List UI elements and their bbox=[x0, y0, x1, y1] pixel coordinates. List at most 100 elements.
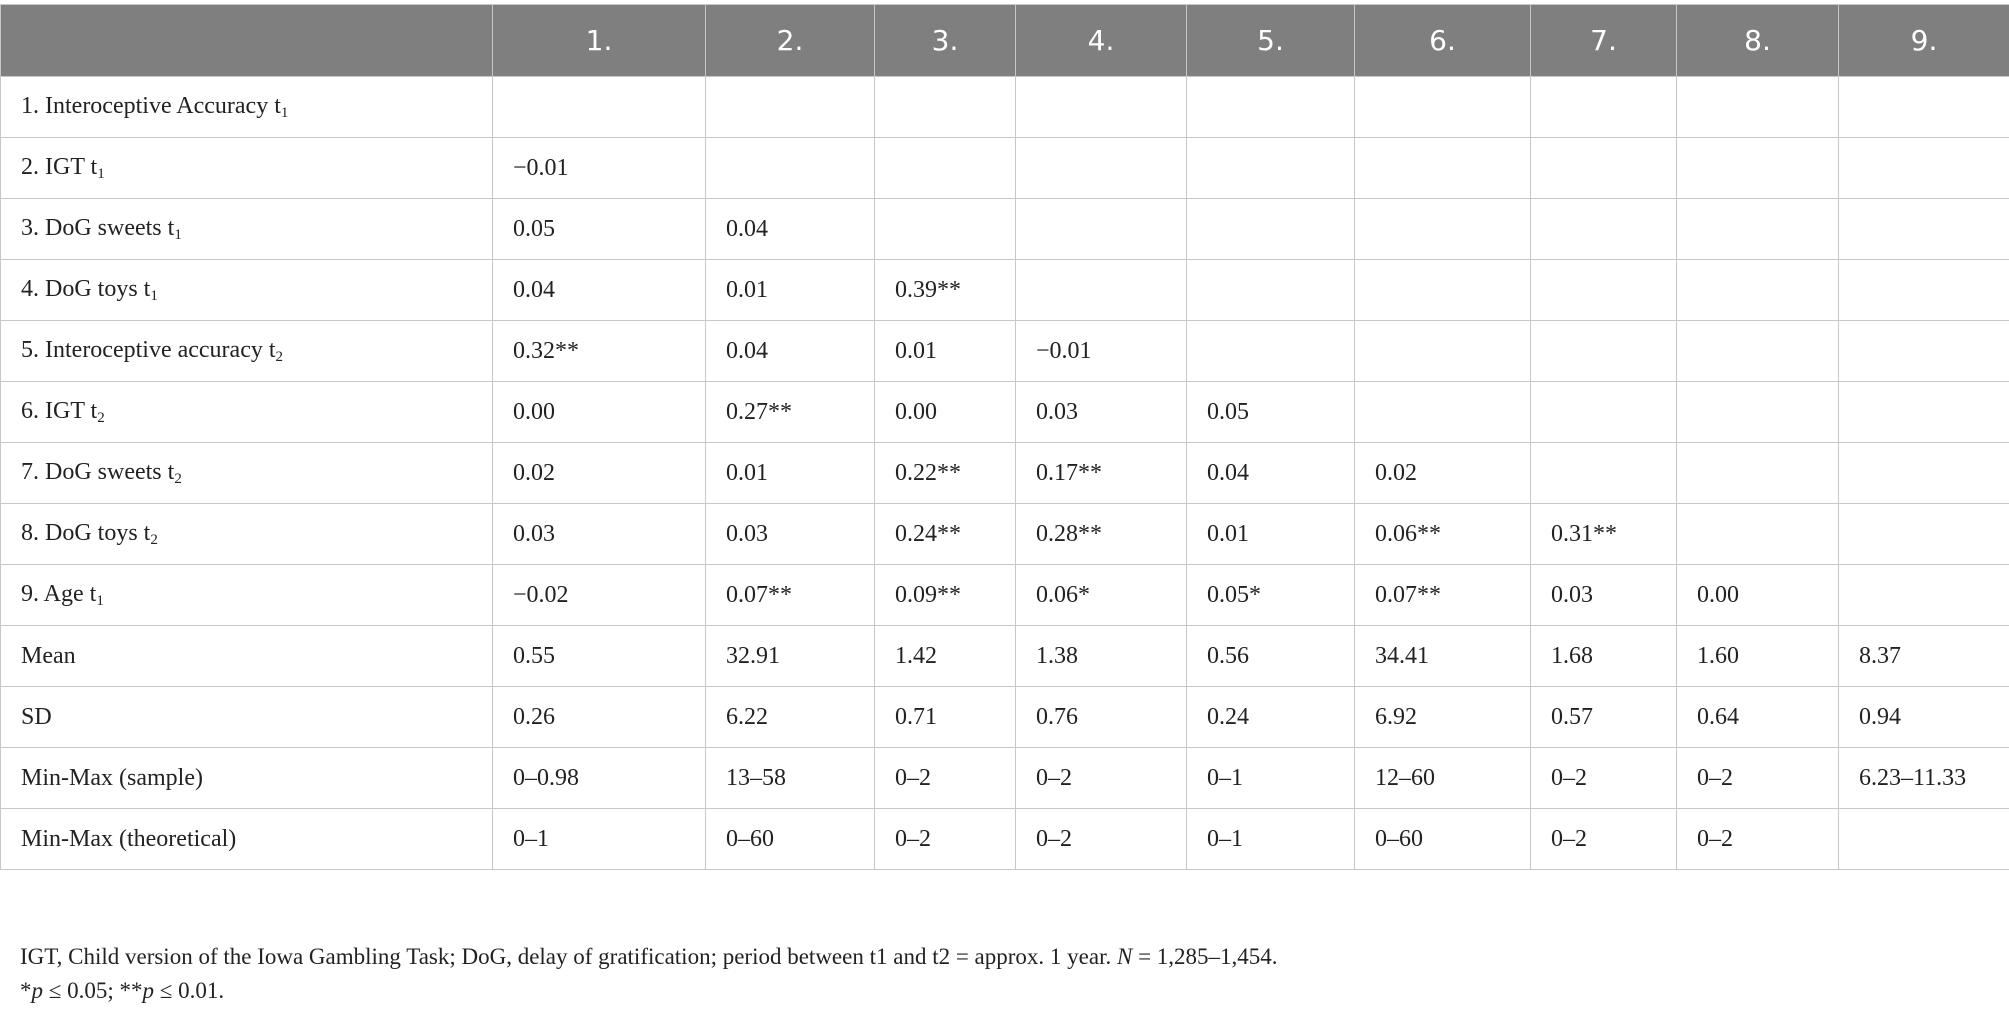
row-label: 9. Age t1 bbox=[0, 564, 493, 626]
table-cell: 12–60 bbox=[1354, 747, 1531, 809]
table-cell: −0.02 bbox=[492, 564, 706, 626]
table-cell bbox=[1186, 137, 1355, 199]
table-cell: 1.60 bbox=[1676, 625, 1839, 687]
row-label-text: 7. DoG sweets t bbox=[21, 458, 175, 485]
table-cell: 0.32** bbox=[492, 320, 706, 382]
footnote-text: * bbox=[20, 978, 32, 1003]
table-cell bbox=[1354, 381, 1531, 443]
table-cell: 0–1 bbox=[492, 808, 706, 870]
header-row: 1. 2. 3. 4. 5. 6. 7. 8. 9. bbox=[0, 4, 2009, 77]
table-cell: 0.17** bbox=[1015, 442, 1187, 504]
table-cell bbox=[1838, 564, 2009, 626]
table-cell: 0.64 bbox=[1676, 686, 1839, 748]
table-cell bbox=[1530, 198, 1677, 260]
table-cell: 0.57 bbox=[1530, 686, 1677, 748]
table-cell bbox=[1838, 381, 2009, 443]
subscript: 1 bbox=[174, 226, 182, 243]
table-cell: 0.02 bbox=[492, 442, 706, 504]
footnote-text: = 1,285–1,454. bbox=[1132, 944, 1278, 969]
table-cell: 0.04 bbox=[705, 320, 875, 382]
table-cell: 6.22 bbox=[705, 686, 875, 748]
table-cell: 0.06* bbox=[1015, 564, 1187, 626]
table-cell: 0.06** bbox=[1354, 503, 1531, 565]
table-cell bbox=[874, 137, 1016, 199]
table-cell: 0–2 bbox=[1676, 747, 1839, 809]
table-cell: 0.03 bbox=[705, 503, 875, 565]
table-cell: 0.28** bbox=[1015, 503, 1187, 565]
table-cell bbox=[1530, 320, 1677, 382]
table-cell bbox=[1676, 76, 1839, 138]
footnote-text: ≤ 0.01. bbox=[154, 978, 225, 1003]
table-cell: 0.04 bbox=[492, 259, 706, 321]
table-cell bbox=[705, 76, 875, 138]
table-cell: 0.00 bbox=[1676, 564, 1839, 626]
table-cell bbox=[1676, 137, 1839, 199]
table-cell: 0.24** bbox=[874, 503, 1016, 565]
header-cell: 4. bbox=[1015, 4, 1187, 77]
table-cell bbox=[1530, 137, 1677, 199]
table-cell: 0.07** bbox=[1354, 564, 1531, 626]
header-cell: 2. bbox=[705, 4, 875, 77]
row-label-text: 5. Interoceptive accuracy t bbox=[21, 336, 276, 363]
subscript: 1 bbox=[97, 165, 105, 182]
table-cell: 1.42 bbox=[874, 625, 1016, 687]
table-cell: 0.07** bbox=[705, 564, 875, 626]
table-cell: 6.92 bbox=[1354, 686, 1531, 748]
table-cell: 0.00 bbox=[874, 381, 1016, 443]
subscript: 1 bbox=[150, 287, 158, 304]
subscript: 2 bbox=[174, 470, 182, 487]
table-cell: 0.26 bbox=[492, 686, 706, 748]
table-cell bbox=[1015, 76, 1187, 138]
table-cell bbox=[1838, 503, 2009, 565]
subscript: 1 bbox=[96, 592, 104, 609]
table-cell bbox=[1530, 259, 1677, 321]
row-label: 8. DoG toys t2 bbox=[0, 503, 493, 565]
table-cell: 0.56 bbox=[1186, 625, 1355, 687]
table-cell bbox=[1676, 259, 1839, 321]
row-label: 7. DoG sweets t2 bbox=[0, 442, 493, 504]
table-cell: 0.03 bbox=[1015, 381, 1187, 443]
row-label-text: Min-Max (sample) bbox=[21, 764, 203, 791]
row-label-text: 9. Age t bbox=[21, 580, 97, 607]
table-cell bbox=[1186, 259, 1355, 321]
row-label: 4. DoG toys t1 bbox=[0, 259, 493, 321]
table-cell: 0–60 bbox=[705, 808, 875, 870]
row-label: Mean bbox=[0, 625, 493, 687]
table-cell bbox=[1676, 442, 1839, 504]
table-cell: 0–2 bbox=[874, 747, 1016, 809]
table-cell bbox=[1015, 259, 1187, 321]
table-cell: 0–2 bbox=[874, 808, 1016, 870]
row-label-text: SD bbox=[21, 703, 52, 730]
table-cell: 0.27** bbox=[705, 381, 875, 443]
table-cell bbox=[1530, 442, 1677, 504]
table-cell: 0–2 bbox=[1530, 808, 1677, 870]
table-cell: 0.94 bbox=[1838, 686, 2009, 748]
table-cell: 0.04 bbox=[705, 198, 875, 260]
row-label-text: 2. IGT t bbox=[21, 153, 98, 180]
table-cell: 0.39** bbox=[874, 259, 1016, 321]
table-row: 8. DoG toys t2 0.03 0.03 0.24** 0.28** 0.01 0.… bbox=[0, 503, 2009, 565]
table-cell: 1.68 bbox=[1530, 625, 1677, 687]
header-cell: 6. bbox=[1354, 4, 1531, 77]
table-cell bbox=[1530, 381, 1677, 443]
table-cell bbox=[1838, 259, 2009, 321]
table-cell: 0–60 bbox=[1354, 808, 1531, 870]
table-cell: 0–2 bbox=[1015, 808, 1187, 870]
subscript: 1 bbox=[280, 104, 289, 121]
table-cell: 1.38 bbox=[1015, 625, 1187, 687]
table-cell bbox=[1838, 442, 2009, 504]
table-cell bbox=[1530, 76, 1677, 138]
table-row: 9. Age t1 −0.02 0.07** 0.09** 0.06* 0.05* 0.07… bbox=[0, 564, 2009, 626]
correlation-table: 1. 2. 3. 4. 5. 6. 7. 8. 9. 1. Interoceptive Accu… bbox=[0, 4, 2009, 870]
table-cell: 32.91 bbox=[705, 625, 875, 687]
table-cell: 0–0.98 bbox=[492, 747, 706, 809]
table-cell: 0–1 bbox=[1186, 808, 1355, 870]
row-label: Min-Max (sample) bbox=[0, 747, 493, 809]
table-cell: 0.05* bbox=[1186, 564, 1355, 626]
table-cell bbox=[1186, 320, 1355, 382]
row-label: 2. IGT t1 bbox=[0, 137, 493, 199]
table-cell: 0.03 bbox=[1530, 564, 1677, 626]
table-cell: 0–1 bbox=[1186, 747, 1355, 809]
table-cell: 0.04 bbox=[1186, 442, 1355, 504]
